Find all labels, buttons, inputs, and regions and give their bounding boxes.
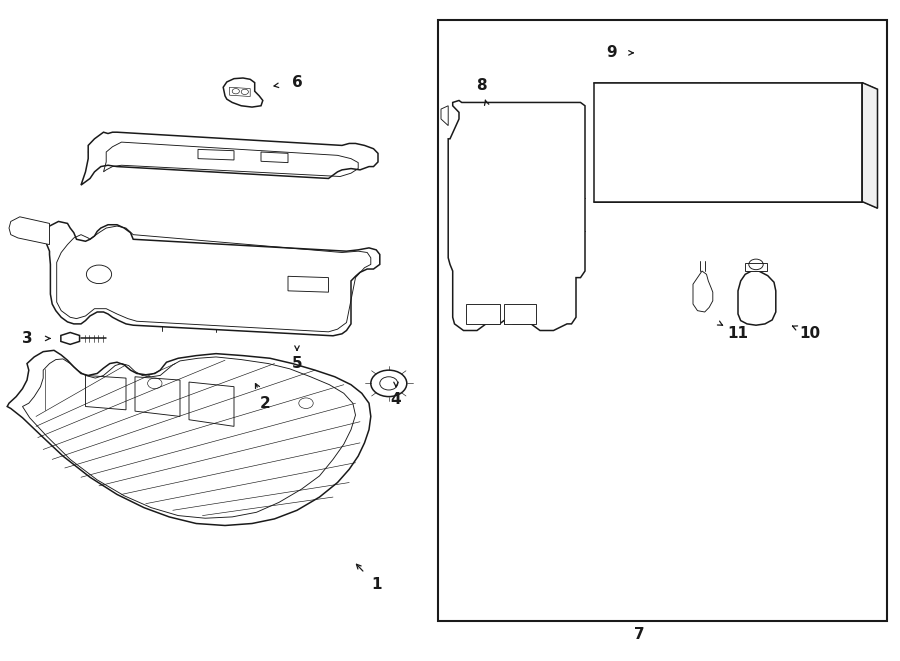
- Text: 2: 2: [260, 396, 271, 410]
- Text: 7: 7: [634, 627, 644, 642]
- Text: 5: 5: [292, 356, 302, 371]
- Text: 1: 1: [371, 578, 382, 592]
- Text: 8: 8: [476, 79, 487, 93]
- Polygon shape: [61, 332, 79, 344]
- Text: 6: 6: [292, 75, 302, 90]
- Polygon shape: [9, 217, 50, 245]
- Polygon shape: [81, 132, 378, 185]
- Text: 9: 9: [607, 46, 617, 60]
- Text: 10: 10: [799, 327, 821, 341]
- Polygon shape: [594, 83, 862, 202]
- Text: 11: 11: [727, 327, 749, 341]
- Polygon shape: [745, 263, 767, 271]
- Text: 3: 3: [22, 331, 32, 346]
- Polygon shape: [466, 304, 500, 324]
- Polygon shape: [448, 100, 585, 330]
- Polygon shape: [45, 221, 380, 336]
- Polygon shape: [693, 271, 713, 312]
- Text: 4: 4: [391, 393, 401, 407]
- Polygon shape: [738, 271, 776, 325]
- Polygon shape: [223, 78, 263, 107]
- Bar: [438, 20, 886, 621]
- Polygon shape: [862, 83, 878, 208]
- Polygon shape: [441, 106, 448, 126]
- Polygon shape: [7, 350, 371, 525]
- Polygon shape: [504, 304, 536, 324]
